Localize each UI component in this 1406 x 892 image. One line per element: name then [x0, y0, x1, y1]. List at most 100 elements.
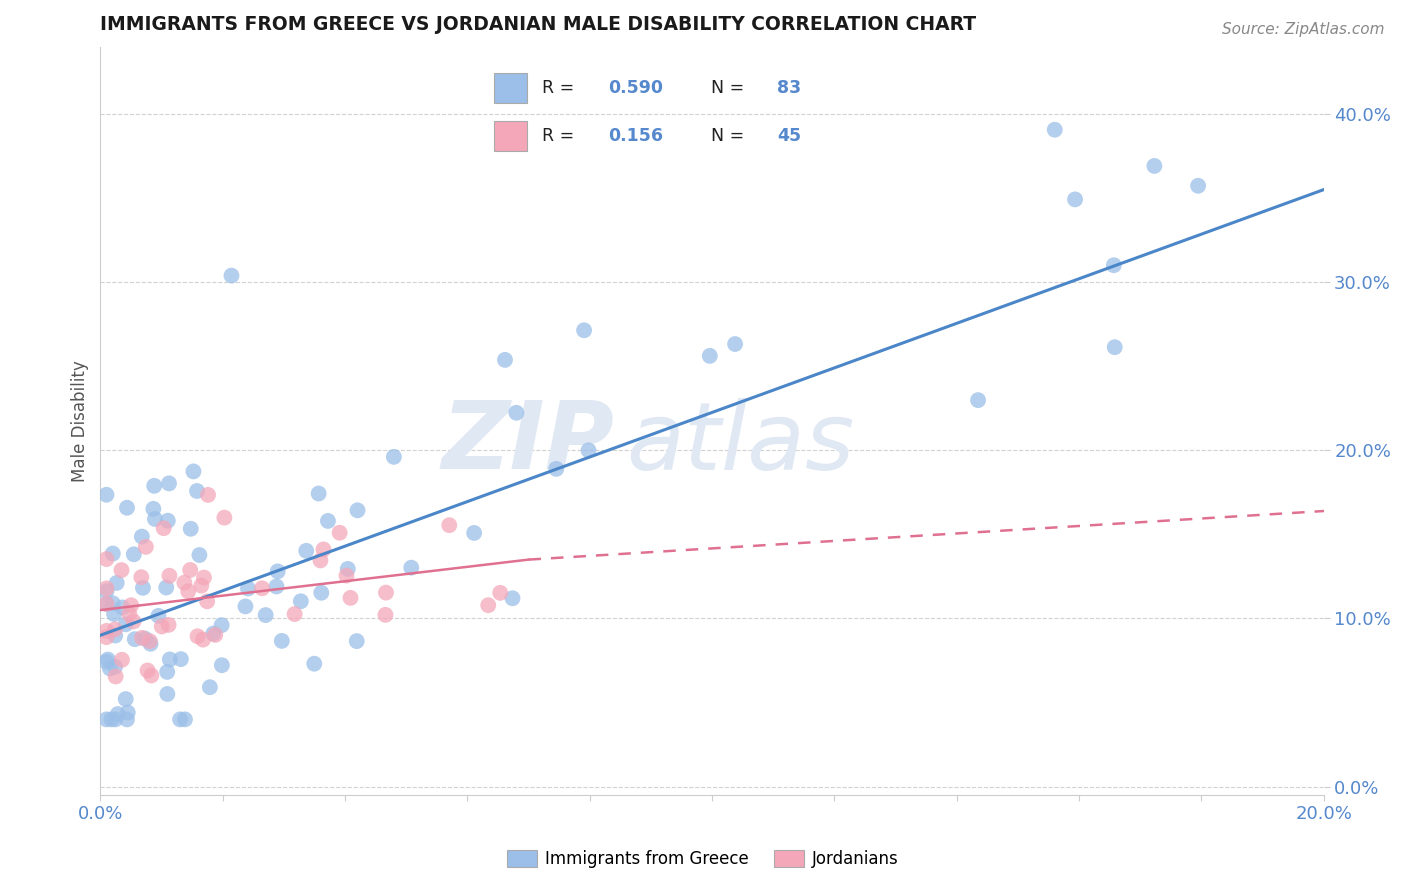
Point	[96, 488, 118, 502]
Point	[270, 634, 292, 648]
Point	[148, 608, 170, 623]
Point	[221, 268, 243, 283]
Point	[1104, 340, 1126, 354]
Point	[96, 597, 118, 611]
Point	[96, 624, 118, 638]
Point	[336, 562, 359, 576]
Point	[98, 661, 121, 675]
Point	[122, 615, 145, 629]
Point	[173, 575, 195, 590]
Point	[180, 522, 202, 536]
Point	[143, 512, 166, 526]
Point	[122, 547, 145, 561]
Point	[489, 586, 512, 600]
Point	[136, 664, 159, 678]
Point	[375, 585, 398, 599]
Point	[96, 597, 118, 611]
Point	[295, 544, 318, 558]
Point	[309, 553, 332, 567]
Point	[183, 464, 205, 478]
Point	[266, 579, 288, 593]
Point	[131, 570, 153, 584]
Point	[1043, 122, 1066, 136]
Point	[120, 599, 142, 613]
Point	[312, 542, 335, 557]
Point	[235, 599, 257, 614]
Point	[107, 706, 129, 721]
Point	[131, 631, 153, 645]
Point	[118, 607, 141, 621]
Point	[284, 607, 307, 621]
Point	[197, 488, 219, 502]
Point	[141, 668, 163, 682]
Point	[156, 687, 179, 701]
Point	[157, 618, 180, 632]
Point	[179, 563, 201, 577]
Point	[101, 547, 124, 561]
Point	[190, 579, 212, 593]
Point	[214, 510, 236, 524]
Point	[1102, 258, 1125, 272]
Point	[104, 660, 127, 674]
Point	[100, 712, 122, 726]
Point	[494, 352, 516, 367]
Point	[111, 653, 134, 667]
Text: Source: ZipAtlas.com: Source: ZipAtlas.com	[1222, 22, 1385, 37]
Point	[97, 652, 120, 666]
Point	[115, 712, 138, 726]
Point	[134, 632, 156, 646]
Point	[101, 596, 124, 610]
Point	[477, 598, 499, 612]
Point	[699, 349, 721, 363]
Point	[105, 576, 128, 591]
Point	[304, 657, 326, 671]
Point	[211, 658, 233, 673]
Point	[104, 712, 127, 726]
Point	[346, 503, 368, 517]
Point	[170, 652, 193, 666]
Point	[104, 669, 127, 683]
Text: atlas: atlas	[627, 398, 855, 489]
Point	[202, 626, 225, 640]
Point	[96, 655, 118, 669]
Point	[267, 565, 290, 579]
Point	[308, 486, 330, 500]
Point	[117, 706, 139, 720]
Point	[572, 323, 595, 337]
Text: ZIP: ZIP	[441, 397, 614, 490]
Point	[204, 628, 226, 642]
Point	[1187, 178, 1209, 193]
Point	[96, 630, 118, 644]
Point	[578, 443, 600, 458]
Point	[198, 680, 221, 694]
Point	[177, 584, 200, 599]
Point	[142, 501, 165, 516]
Point	[155, 581, 177, 595]
Point	[193, 571, 215, 585]
Point	[135, 540, 157, 554]
Point	[382, 450, 405, 464]
Point	[124, 632, 146, 647]
Point	[401, 560, 423, 574]
Point	[114, 692, 136, 706]
Y-axis label: Male Disability: Male Disability	[72, 360, 89, 482]
Point	[174, 712, 197, 726]
Point	[111, 600, 134, 615]
Point	[156, 514, 179, 528]
Point	[143, 479, 166, 493]
Point	[236, 582, 259, 596]
Point	[103, 607, 125, 621]
Point	[186, 483, 208, 498]
Point	[131, 530, 153, 544]
Point	[335, 568, 357, 582]
Point	[159, 568, 181, 582]
Point	[150, 619, 173, 633]
Point	[346, 634, 368, 648]
Point	[159, 652, 181, 666]
Point	[188, 548, 211, 562]
Point	[96, 582, 118, 596]
Point	[132, 581, 155, 595]
Point	[546, 462, 568, 476]
Point	[139, 637, 162, 651]
Point	[254, 608, 277, 623]
